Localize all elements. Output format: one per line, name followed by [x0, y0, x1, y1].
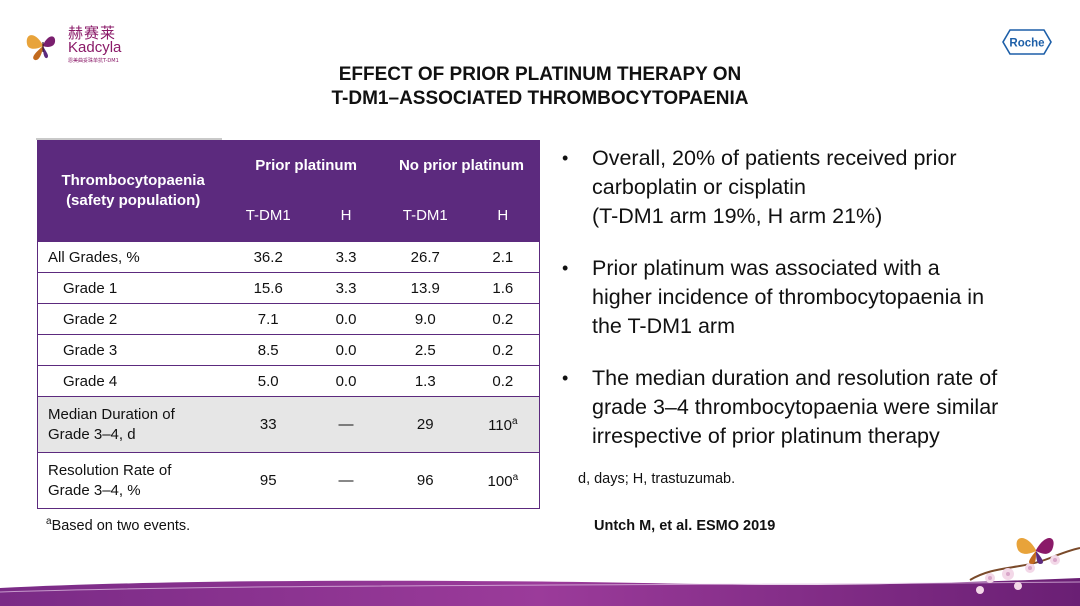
bullet-line: carboplatin or cisplatin: [592, 175, 806, 199]
row-label-line-2: Grade 3–4, %: [48, 481, 141, 499]
cell-value: 100: [487, 472, 513, 490]
table-cell: 2.5: [383, 334, 467, 366]
footnote-marker: a: [512, 415, 518, 427]
bullet-point: • Overall, 20% of patients received prio…: [562, 144, 1067, 231]
slide-title: EFFECT OF PRIOR PLATINUM THERAPY ON T-DM…: [0, 63, 1080, 111]
table-cell: 1.6: [466, 272, 540, 304]
row-header-line-1: Thrombocytopaenia: [61, 172, 205, 189]
table-row: Grade 2 7.1 0.0 9.0 0.2: [37, 303, 540, 335]
row-label: Grade 3: [37, 334, 229, 366]
row-label: All Grades, %: [37, 241, 229, 273]
bullet-icon: •: [562, 368, 569, 388]
bullet-line: Overall, 20% of patients received prior: [592, 146, 957, 170]
table-cell: 100a: [466, 452, 540, 509]
brand-name-en: Kadcyla: [68, 39, 122, 56]
row-label: Resolution Rate of Grade 3–4, %: [37, 452, 229, 509]
group-header-prior: Prior platinum: [228, 140, 384, 189]
bullet-line: irrespective of prior platinum therapy: [592, 424, 940, 448]
table-cell: 26.7: [383, 241, 467, 273]
table-cell: —: [308, 452, 384, 509]
table-cell: 3.3: [308, 241, 384, 273]
table-row: Grade 3 8.5 0.0 2.5 0.2: [37, 334, 540, 366]
subcol-header: T-DM1: [228, 189, 309, 242]
row-label: Grade 2: [37, 303, 229, 335]
bullet-line: grade 3–4 thrombocytopaenia were similar: [592, 395, 999, 419]
table-cell: —: [308, 396, 384, 453]
table-cell: 7.1: [228, 303, 309, 335]
table-cell: 9.0: [383, 303, 467, 335]
bullet-line: The median duration and resolution rate …: [592, 366, 998, 390]
footnote-text: Based on two events.: [51, 517, 191, 534]
footnote-marker: a: [46, 516, 52, 527]
brand-name-zh: 赫赛莱: [68, 24, 117, 42]
row-label-line-2: Grade 3–4, d: [48, 425, 136, 443]
subcol-header: H: [466, 189, 540, 242]
footer-band: [0, 578, 1080, 606]
row-header-line-2: (safety population): [66, 192, 201, 209]
table-top-rule: [36, 138, 222, 140]
group-header-no-prior: No prior platinum: [383, 140, 540, 189]
butterfly-icon: [1016, 537, 1054, 564]
table-footnote: aBased on two events.: [46, 516, 190, 534]
table-row: Grade 1 15.6 3.3 13.9 1.6: [37, 272, 540, 304]
table-cell: 96: [383, 452, 467, 509]
abbreviations: d, days; H, trastuzumab.: [578, 471, 736, 487]
table-row: Grade 4 5.0 0.0 1.3 0.2: [37, 365, 540, 397]
citation: Untch M, et al. ESMO 2019: [594, 518, 776, 534]
table-cell: 13.9: [383, 272, 467, 304]
butterfly-flowers-decoration: [969, 537, 1080, 594]
bullet-line: Prior platinum was associated with a: [592, 256, 940, 280]
title-line-2: T-DM1–ASSOCIATED THROMBOCYTOPAENIA: [331, 88, 749, 109]
bullet-line: the T-DM1 arm: [592, 314, 735, 338]
title-line-1: EFFECT OF PRIOR PLATINUM THERAPY ON: [338, 64, 742, 85]
kadcyla-logo: 赫赛莱 Kadcyla 恩美曲妥珠单抗T-DM1: [24, 20, 144, 70]
table-cell: 1.3: [383, 365, 467, 397]
butterfly-logo-icon: [26, 35, 56, 61]
roche-logo: Roche: [1002, 29, 1052, 55]
bullet-point: • The median duration and resolution rat…: [562, 364, 1067, 451]
table-cell: 110a: [466, 396, 540, 453]
row-label: Grade 1: [37, 272, 229, 304]
roche-text: Roche: [1009, 38, 1044, 50]
row-label-line-1: Median Duration of: [48, 405, 175, 423]
table-cell: 0.2: [466, 365, 540, 397]
table-cell: 0.0: [308, 365, 384, 397]
table-row: Median Duration of Grade 3–4, d 33 — 29 …: [37, 396, 540, 453]
bullet-line: (T-DM1 arm 19%, H arm 21%): [592, 204, 883, 228]
cell-value: 110: [488, 416, 512, 434]
table-row: Resolution Rate of Grade 3–4, % 95 — 96 …: [37, 452, 540, 509]
table-cell: 95: [228, 452, 309, 509]
table-cell: 29: [383, 396, 467, 453]
table-cell: 0.2: [466, 303, 540, 335]
bullet-point: • Prior platinum was associated with a h…: [562, 254, 1067, 341]
footnote-marker: a: [512, 471, 519, 483]
row-label: Grade 4: [37, 365, 229, 397]
row-label-line-1: Resolution Rate of: [48, 461, 172, 479]
table-cell: 2.1: [466, 241, 540, 273]
bullet-line: higher incidence of thrombocytopaenia in: [592, 285, 985, 309]
subcol-header: T-DM1: [383, 189, 467, 242]
row-header: Thrombocytopaenia (safety population): [37, 140, 229, 242]
table-cell: 36.2: [228, 241, 309, 273]
table-cell: 0.2: [466, 334, 540, 366]
table-cell: 8.5: [228, 334, 309, 366]
row-label: Median Duration of Grade 3–4, d: [37, 396, 229, 453]
bullet-icon: •: [562, 148, 569, 168]
thrombocytopaenia-table: Thrombocytopaenia (safety population) Pr…: [37, 140, 540, 509]
table-cell: 5.0: [228, 365, 309, 397]
brand-tagline: 恩美曲妥珠单抗T-DM1: [68, 58, 119, 64]
bullet-icon: •: [562, 258, 569, 278]
table-cell: 15.6: [228, 272, 309, 304]
subcol-header: H: [308, 189, 384, 242]
key-points-list: • Overall, 20% of patients received prio…: [562, 144, 1067, 474]
table-cell: 0.0: [308, 303, 384, 335]
table-cell: 33: [228, 396, 309, 453]
table-cell: 0.0: [308, 334, 384, 366]
table-cell: 3.3: [308, 272, 384, 304]
table-row: All Grades, % 36.2 3.3 26.7 2.1: [37, 241, 540, 273]
